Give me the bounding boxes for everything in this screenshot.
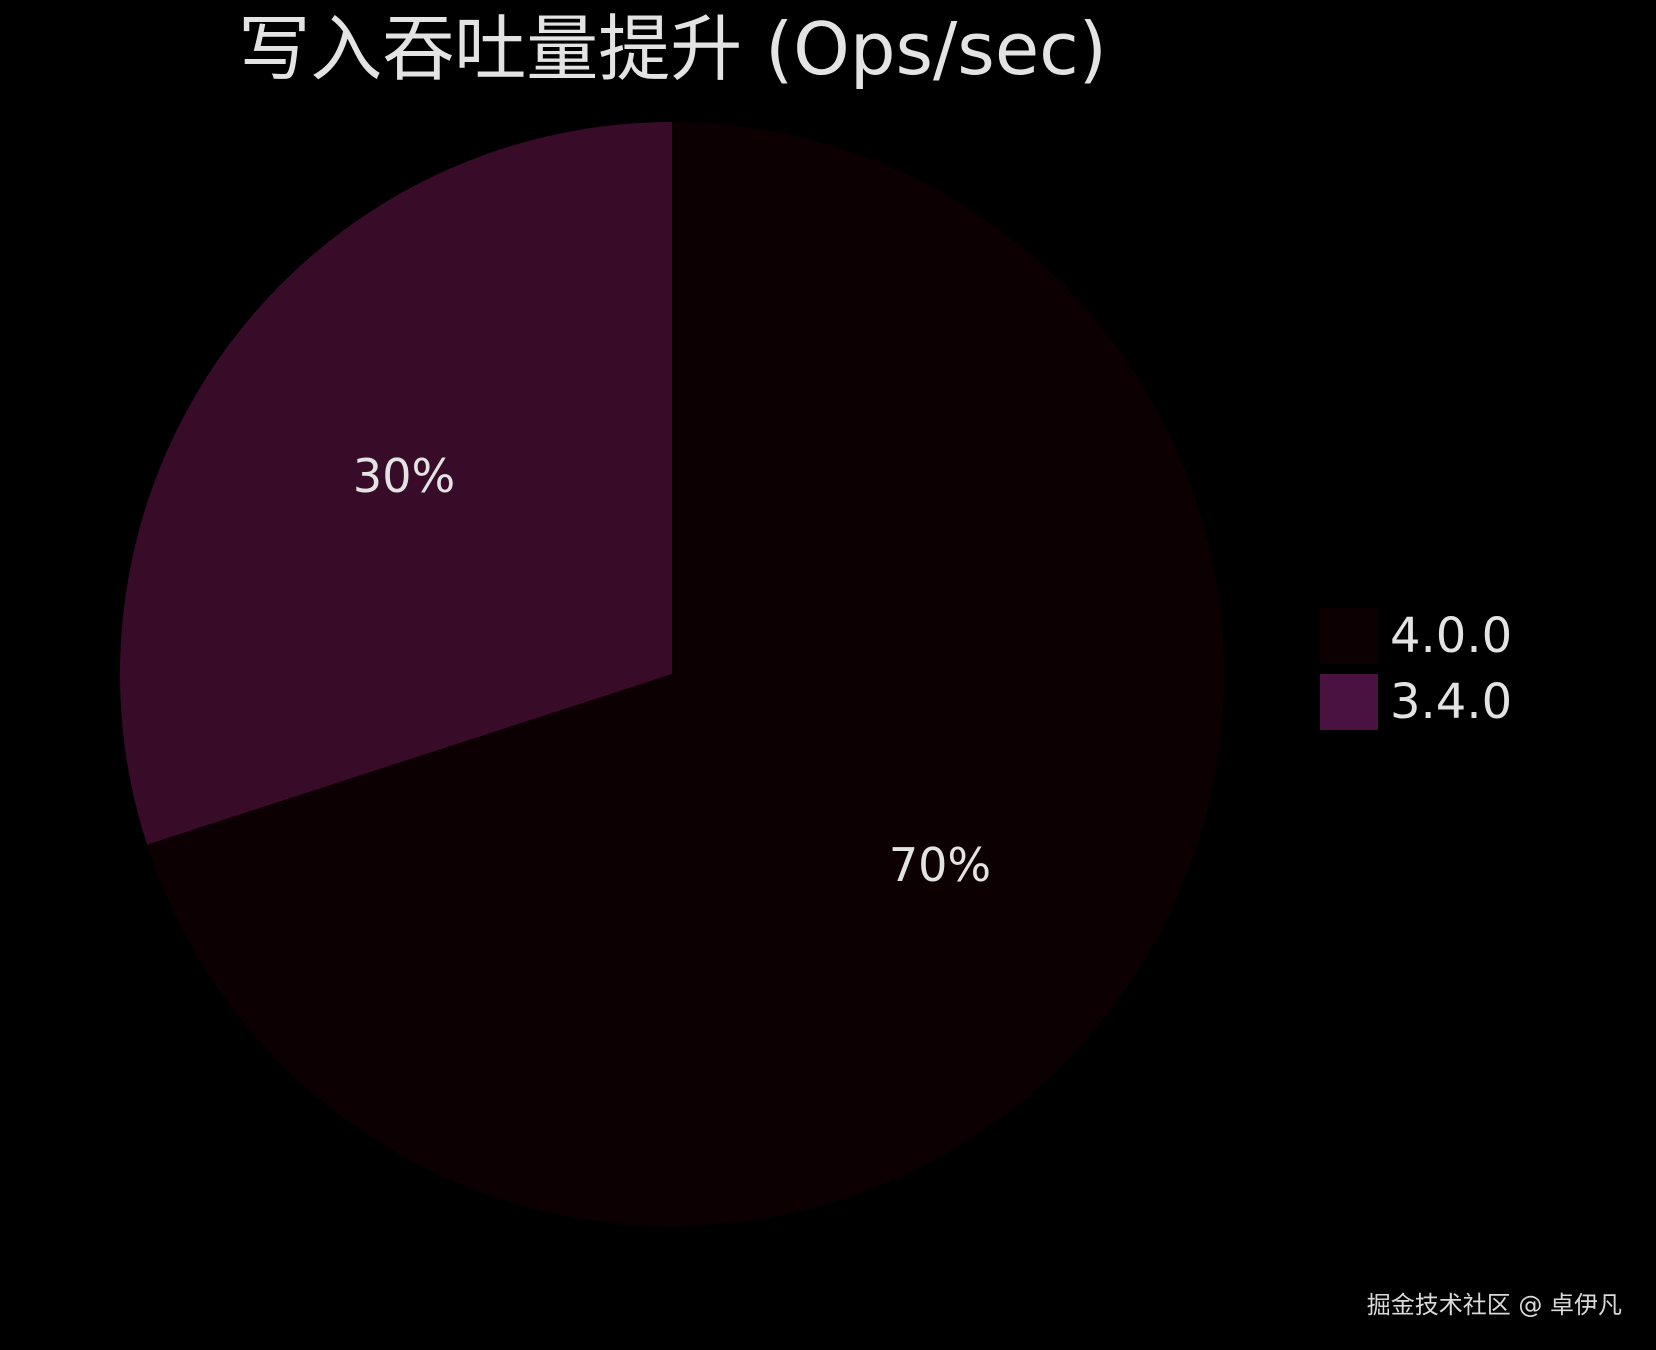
- legend-item-3-4-0: 3.4.0: [1320, 674, 1512, 730]
- legend: 4.0.0 3.4.0: [1320, 608, 1512, 740]
- pie-labels: 70% 30%: [353, 449, 991, 892]
- pie-label-3-4-0: 30%: [353, 449, 455, 503]
- legend-swatch-4-0-0: [1320, 608, 1378, 664]
- pie-slices: [119, 122, 1224, 1226]
- pie-slice-4-0-0: [147, 122, 1224, 1226]
- legend-label-4-0-0: 4.0.0: [1390, 608, 1513, 664]
- legend-label-3-4-0: 3.4.0: [1390, 674, 1513, 730]
- legend-item-4-0-0: 4.0.0: [1320, 608, 1512, 664]
- pie-slice-3-4-0: [119, 122, 673, 845]
- watermark: 掘金技术社区 @ 卓伊凡: [1366, 1291, 1622, 1319]
- chart-title: 写入吞吐量提升 (Ops/sec): [238, 7, 1107, 91]
- legend-swatch-3-4-0: [1320, 674, 1378, 730]
- pie-label-4-0-0: 70%: [889, 838, 991, 892]
